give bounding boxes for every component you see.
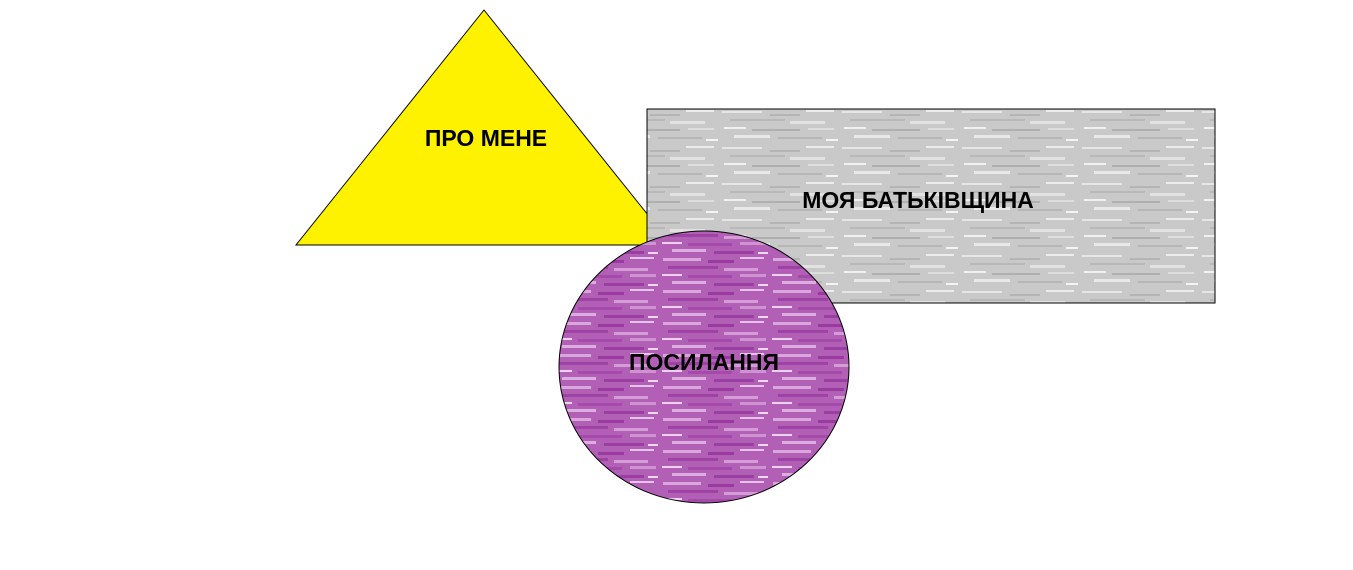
- about-me-triangle-shape: [294, 9, 674, 246]
- about-me-label: ПРО МЕНЕ: [425, 125, 547, 151]
- about-me-triangle[interactable]: ПРО МЕНЕ: [294, 9, 674, 246]
- my-homeland-rectangle-shape: [646, 108, 1216, 304]
- links-label: ПОСИЛАННЯ: [629, 349, 779, 375]
- links-circle[interactable]: ПОСИЛАННЯ: [558, 230, 850, 504]
- links-circle-shape: [558, 230, 850, 504]
- my-homeland-label: МОЯ БАТЬКІВЩИНА: [802, 187, 1034, 213]
- my-homeland-rectangle[interactable]: МОЯ БАТЬКІВЩИНА: [646, 108, 1216, 304]
